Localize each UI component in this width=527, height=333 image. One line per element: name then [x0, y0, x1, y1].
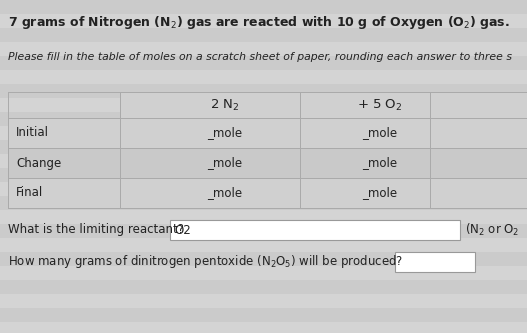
Bar: [430, 178, 527, 208]
Bar: [0, 322, 527, 333]
Bar: [120, 178, 300, 208]
Bar: [395, 252, 475, 272]
Text: + 5 O$_2$: + 5 O$_2$: [357, 98, 403, 113]
Bar: [8, 178, 120, 208]
Bar: [0, 140, 527, 154]
Bar: [0, 308, 527, 322]
Text: Initial: Initial: [16, 127, 49, 140]
Bar: [120, 118, 300, 148]
Bar: [170, 220, 460, 240]
Bar: [0, 14, 527, 28]
Bar: [0, 84, 527, 98]
Bar: [300, 118, 430, 148]
Bar: [0, 154, 527, 168]
Bar: [0, 0, 527, 14]
Bar: [430, 92, 527, 118]
Bar: [0, 224, 527, 238]
Text: (N$_2$ or O$_2$: (N$_2$ or O$_2$: [465, 222, 520, 238]
Bar: [8, 148, 120, 178]
Bar: [0, 182, 527, 196]
Bar: [300, 148, 430, 178]
Bar: [0, 70, 527, 84]
Bar: [0, 126, 527, 140]
Text: _mole: _mole: [208, 127, 242, 140]
Bar: [0, 294, 527, 308]
Text: Please fill in the table of moles on a scratch sheet of paper, rounding each ans: Please fill in the table of moles on a s…: [8, 52, 512, 62]
Bar: [0, 252, 527, 266]
Text: _mole: _mole: [363, 186, 397, 199]
Bar: [0, 238, 527, 252]
Text: _mole: _mole: [363, 127, 397, 140]
Text: _mole: _mole: [363, 157, 397, 169]
Text: 7 grams of Nitrogen (N$_2$) gas are reacted with 10 g of Oxygen (O$_2$) gas.: 7 grams of Nitrogen (N$_2$) gas are reac…: [8, 14, 510, 31]
Text: Change: Change: [16, 157, 61, 169]
Bar: [300, 178, 430, 208]
Text: O2: O2: [174, 223, 191, 236]
Bar: [430, 148, 527, 178]
Bar: [0, 98, 527, 112]
Bar: [0, 168, 527, 182]
Bar: [0, 112, 527, 126]
Bar: [300, 92, 430, 118]
Text: What is the limiting reactant?: What is the limiting reactant?: [8, 223, 184, 236]
Bar: [120, 148, 300, 178]
Text: How many grams of dinitrogen pentoxide (N$_2$O$_5$) will be produced?: How many grams of dinitrogen pentoxide (…: [8, 253, 403, 270]
Bar: [0, 266, 527, 280]
Bar: [0, 196, 527, 210]
Text: Final: Final: [16, 186, 43, 199]
Bar: [0, 28, 527, 42]
Bar: [430, 118, 527, 148]
Text: _mole: _mole: [208, 186, 242, 199]
Bar: [8, 118, 120, 148]
Bar: [0, 42, 527, 56]
Bar: [0, 56, 527, 70]
Text: 2 N$_2$: 2 N$_2$: [210, 98, 240, 113]
Bar: [0, 280, 527, 294]
Text: _mole: _mole: [208, 157, 242, 169]
Bar: [120, 92, 300, 118]
Bar: [8, 92, 527, 208]
Bar: [0, 210, 527, 224]
